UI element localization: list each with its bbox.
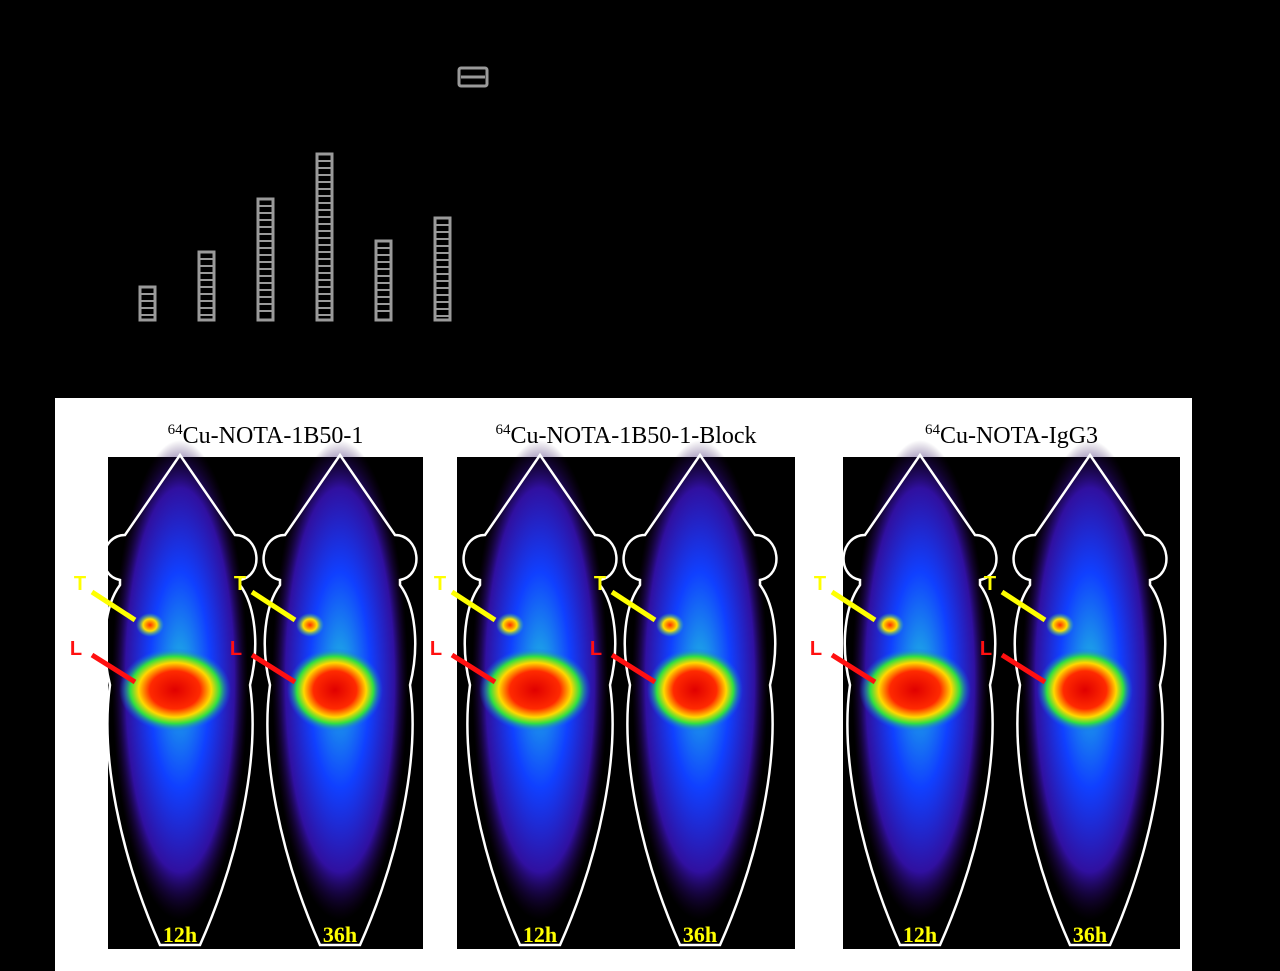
liver-signal: [647, 648, 743, 732]
tumor-arrow: [830, 589, 877, 623]
title-superscript: 64: [925, 422, 941, 438]
tumor-arrow: [1000, 589, 1047, 623]
liver-signal: [1037, 648, 1133, 732]
time-label: 12h: [903, 922, 937, 947]
tumor-arrow: [250, 589, 297, 623]
title-text: Cu-NOTA-IgG3: [940, 423, 1098, 449]
liver-arrow: [1000, 652, 1047, 685]
mouse-outline: [622, 452, 778, 947]
liver-arrow: [450, 652, 497, 685]
bar: [433, 216, 452, 322]
time-label: 36h: [683, 922, 717, 947]
liver-arrow: [830, 652, 877, 685]
tumor-label: T: [984, 573, 996, 595]
tumor-signal: [136, 613, 164, 637]
tumor-signal: [656, 613, 684, 637]
tumor-label: T: [74, 573, 86, 595]
tumor-arrow: [90, 589, 137, 623]
liver-arrow: [610, 652, 657, 685]
tumor-signal: [876, 613, 904, 637]
liver-signal: [859, 648, 971, 732]
liver-label: L: [590, 638, 602, 660]
mouse-outline: [102, 452, 258, 947]
bar: [374, 239, 393, 322]
liver-label: L: [230, 638, 242, 660]
tumor-signal: [296, 613, 324, 637]
liver-signal: [287, 648, 383, 732]
time-label: 12h: [163, 922, 197, 947]
time-label: 36h: [323, 922, 357, 947]
bar: [138, 285, 157, 322]
panel-title: 64Cu-NOTA-IgG3: [925, 422, 1098, 449]
tumor-signal: [496, 613, 524, 637]
bar: [256, 197, 275, 322]
tumor-label: T: [434, 573, 446, 595]
liver-signal: [479, 648, 591, 732]
time-label: 36h: [1073, 922, 1107, 947]
liver-arrow: [250, 652, 297, 685]
liver-arrow: [90, 652, 137, 685]
tumor-arrow: [450, 589, 497, 623]
mouse-outline: [462, 452, 618, 947]
tumor-label: T: [234, 573, 246, 595]
tumor-label: T: [814, 573, 826, 595]
tumor-label: T: [594, 573, 606, 595]
liver-label: L: [70, 638, 82, 660]
liver-signal: [119, 648, 231, 732]
liver-label: L: [980, 638, 992, 660]
mouse-outline: [842, 452, 998, 947]
title-superscript: 64: [168, 422, 184, 438]
tumor-arrow: [610, 589, 657, 623]
time-label: 12h: [523, 922, 557, 947]
title-superscript: 64: [495, 422, 511, 438]
tumor-signal: [1046, 613, 1074, 637]
legend-icon: [457, 66, 489, 88]
liver-label: L: [430, 638, 442, 660]
liver-label: L: [810, 638, 822, 660]
mouse-outline: [262, 452, 418, 947]
mouse-outline: [1012, 452, 1168, 947]
